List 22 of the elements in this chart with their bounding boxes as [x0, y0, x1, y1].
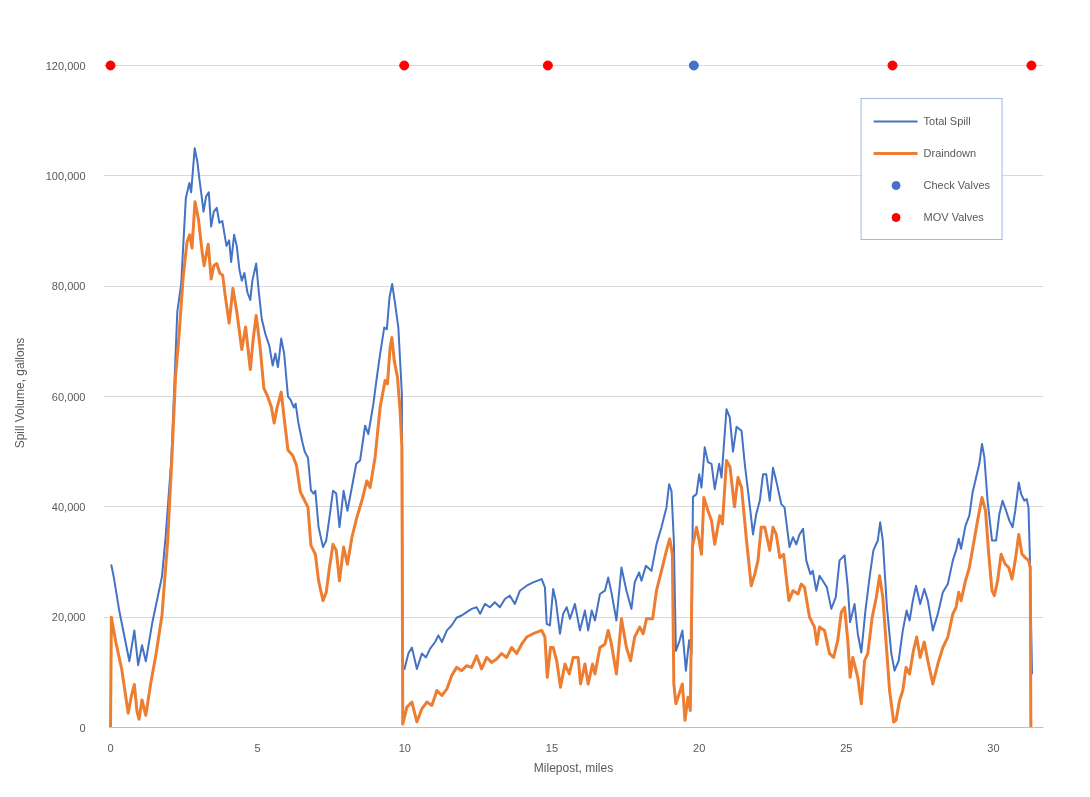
- legend-label: Total Spill: [923, 115, 971, 127]
- y-tick-label: 100,000: [45, 169, 86, 182]
- y-axis-title: Spill Volume, gallons: [12, 337, 27, 449]
- legend-label: MOV Valves: [923, 211, 984, 223]
- y-tick-label: 80,000: [51, 280, 86, 293]
- x-tick-label: 30: [987, 741, 1000, 754]
- x-tick-label: 25: [840, 741, 853, 754]
- x-tick-label: 5: [254, 741, 261, 754]
- x-tick-label: 15: [545, 741, 559, 754]
- line-series: [110, 147, 1034, 675]
- y-tick-label: 20,000: [51, 611, 86, 624]
- x-axis-title: Milepost, miles: [533, 760, 614, 775]
- x-tick-label: 20: [693, 741, 706, 754]
- legend-label: Check Valves: [923, 179, 990, 191]
- legend-label: Draindown: [923, 147, 977, 159]
- x-tick-label: 10: [398, 741, 411, 754]
- x-tick-label: 0: [107, 741, 114, 754]
- y-tick-label: 0: [79, 721, 86, 734]
- y-tick-label: 40,000: [51, 500, 86, 513]
- y-tick-label: 60,000: [51, 390, 86, 403]
- y-tick-label: 120,000: [45, 59, 86, 72]
- line-series: [109, 200, 1033, 728]
